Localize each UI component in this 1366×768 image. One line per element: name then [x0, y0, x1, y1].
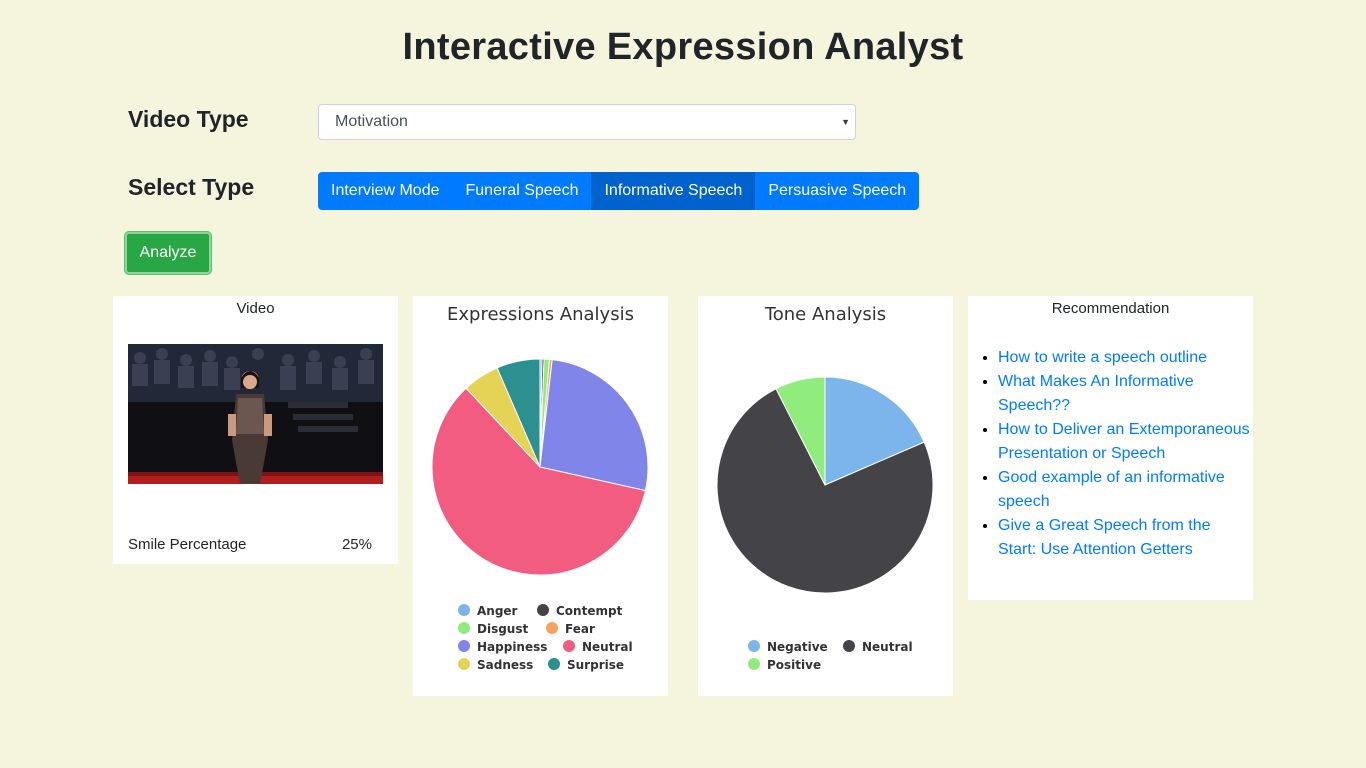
- recommendation-link[interactable]: Give a Great Speech from the Start: Use …: [998, 517, 1211, 558]
- list-item: What Makes An Informative Speech??: [998, 370, 1253, 418]
- legend-item-fear[interactable]: Fear: [546, 622, 595, 636]
- list-item: Give a Great Speech from the Start: Use …: [998, 514, 1253, 562]
- tone-chart-title: Tone Analysis: [764, 304, 887, 325]
- list-item: Good example of an informative speech: [998, 466, 1253, 514]
- pie-slice-surprise[interactable]: [496, 358, 541, 468]
- legend-label: Anger: [477, 604, 518, 618]
- interview-mode-button[interactable]: Interview Mode: [318, 172, 453, 210]
- recommendation-title: Recommendation: [1051, 300, 1170, 317]
- legend-label: Sadness: [477, 658, 534, 672]
- expressions-chart-title: Expressions Analysis: [447, 304, 634, 325]
- legend-item-anger[interactable]: Anger: [458, 604, 517, 618]
- recommendation-link[interactable]: Good example of an informative speech: [998, 469, 1225, 510]
- legend-marker: [458, 622, 470, 634]
- video-type-select[interactable]: Motivation ▼: [318, 104, 856, 140]
- recommendation-link[interactable]: How to Deliver an Extemporaneous Present…: [998, 421, 1250, 462]
- recommendation-card: Recommendation How to write a speech out…: [968, 296, 1253, 600]
- funeral-speech-button[interactable]: Funeral Speech: [452, 172, 592, 210]
- tone-pie-chart: [716, 376, 934, 594]
- legend-marker: [748, 658, 760, 670]
- pie-slice-happiness[interactable]: [539, 359, 649, 492]
- legend-item-disgust[interactable]: Disgust: [458, 622, 528, 636]
- analyze-button[interactable]: Analyze: [125, 232, 211, 274]
- legend-label: Fear: [565, 622, 595, 636]
- expressions-legend: Anger Contempt Disgust Fear Happiness Ne…: [458, 604, 658, 684]
- smile-percentage-value: 25%: [341, 536, 372, 553]
- legend-label: Negative: [767, 640, 828, 654]
- legend-item-contempt[interactable]: Contempt: [537, 604, 622, 618]
- video-card: Video: [113, 296, 398, 564]
- legend-item-surprise[interactable]: Surprise: [548, 658, 624, 672]
- page-title: Interactive Expression Analyst: [402, 26, 964, 68]
- legend-label: Disgust: [477, 622, 529, 636]
- legend-item-positive[interactable]: Positive: [748, 658, 821, 672]
- chevron-down-icon: ▼: [841, 117, 850, 127]
- legend-marker: [458, 640, 470, 652]
- list-item: How to write a speech outline: [998, 346, 1253, 370]
- informative-speech-button[interactable]: Informative Speech: [591, 172, 756, 210]
- pie-slice-neutral[interactable]: [431, 387, 646, 576]
- video-type-selected: Motivation: [335, 113, 408, 130]
- legend-item-neutral[interactable]: Neutral: [563, 640, 633, 654]
- legend-label: Happiness: [477, 640, 548, 654]
- legend-marker: [563, 640, 575, 652]
- legend-marker: [458, 658, 470, 670]
- pie-slice-neutral[interactable]: [716, 388, 934, 594]
- legend-label: Surprise: [567, 658, 625, 672]
- pie-slice-negative[interactable]: [824, 376, 925, 486]
- expressions-card: Expressions Analysis Anger Contempt Disg…: [413, 296, 668, 696]
- legend-item-neutral[interactable]: Neutral: [843, 640, 913, 654]
- legend-marker: [548, 658, 560, 670]
- tone-card: Tone Analysis Negative Neutral Positive: [698, 296, 953, 696]
- expressions-pie-chart: [431, 358, 649, 576]
- legend-item-sadness[interactable]: Sadness: [458, 658, 533, 672]
- legend-label: Positive: [767, 658, 822, 672]
- legend-item-negative[interactable]: Negative: [748, 640, 828, 654]
- video-card-title: Video: [236, 300, 275, 317]
- legend-marker: [537, 604, 549, 616]
- pie-slice-positive[interactable]: [775, 376, 826, 486]
- tone-legend: Negative Neutral Positive: [748, 640, 948, 680]
- legend-marker: [458, 604, 470, 616]
- legend-label: Neutral: [582, 640, 633, 654]
- video-player[interactable]: [128, 344, 383, 484]
- recommendation-link[interactable]: How to write a speech outline: [998, 349, 1207, 366]
- video-frame-image: [128, 344, 383, 484]
- legend-marker: [843, 640, 855, 652]
- persuasive-speech-button[interactable]: Persuasive Speech: [755, 172, 920, 210]
- legend-label: Neutral: [862, 640, 913, 654]
- legend-marker: [748, 640, 760, 652]
- smile-percentage-label: Smile Percentage: [128, 536, 247, 553]
- legend-label: Contempt: [556, 604, 623, 618]
- list-item: How to Deliver an Extemporaneous Present…: [998, 418, 1253, 466]
- recommendation-list: How to write a speech outline What Makes…: [974, 346, 1253, 562]
- legend-item-happiness[interactable]: Happiness: [458, 640, 547, 654]
- select-type-label: Select Type: [128, 174, 255, 200]
- speech-type-button-group: Interview Mode Funeral Speech Informativ…: [318, 172, 920, 210]
- video-type-label: Video Type: [128, 106, 249, 132]
- recommendation-link[interactable]: What Makes An Informative Speech??: [998, 373, 1194, 414]
- legend-marker: [546, 622, 558, 634]
